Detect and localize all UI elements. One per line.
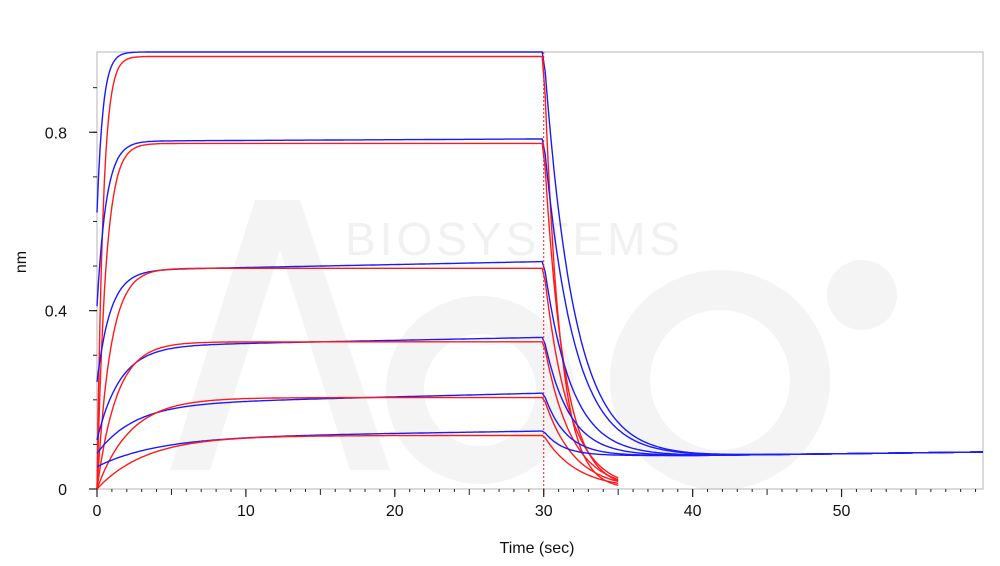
fit-curve — [96, 267, 619, 490]
x-tick-label: 10 — [237, 503, 255, 520]
x-axis-title: Time (sec) — [500, 540, 575, 557]
y-tick-label: 0.8 — [45, 125, 67, 142]
x-tick-label: 30 — [535, 503, 553, 520]
watermark-logo-ring-2 — [610, 270, 830, 490]
x-tick-label: 20 — [386, 503, 404, 520]
fit-curve — [96, 341, 619, 490]
x-tick-label: 50 — [833, 503, 851, 520]
x-tick-label: 40 — [684, 503, 702, 520]
fit-curve — [96, 55, 619, 490]
y-tick-label: 0 — [58, 482, 67, 499]
series-layer — [96, 51, 983, 490]
fit-curve — [96, 434, 619, 490]
y-axis-title: nm — [13, 251, 30, 273]
fit-curve — [96, 396, 619, 490]
fit-curve — [96, 142, 619, 490]
watermark: BIOSYSTEMS — [170, 200, 897, 490]
y-tick-label: 0.4 — [45, 304, 67, 321]
y-axis: 0 0.4 0.8 — [45, 87, 97, 499]
watermark-text: BIOSYSTEMS — [345, 213, 684, 265]
watermark-logo-dot — [827, 260, 897, 330]
x-tick-label: 0 — [93, 503, 102, 520]
x-axis: 0 10 20 30 40 50 — [93, 489, 977, 520]
